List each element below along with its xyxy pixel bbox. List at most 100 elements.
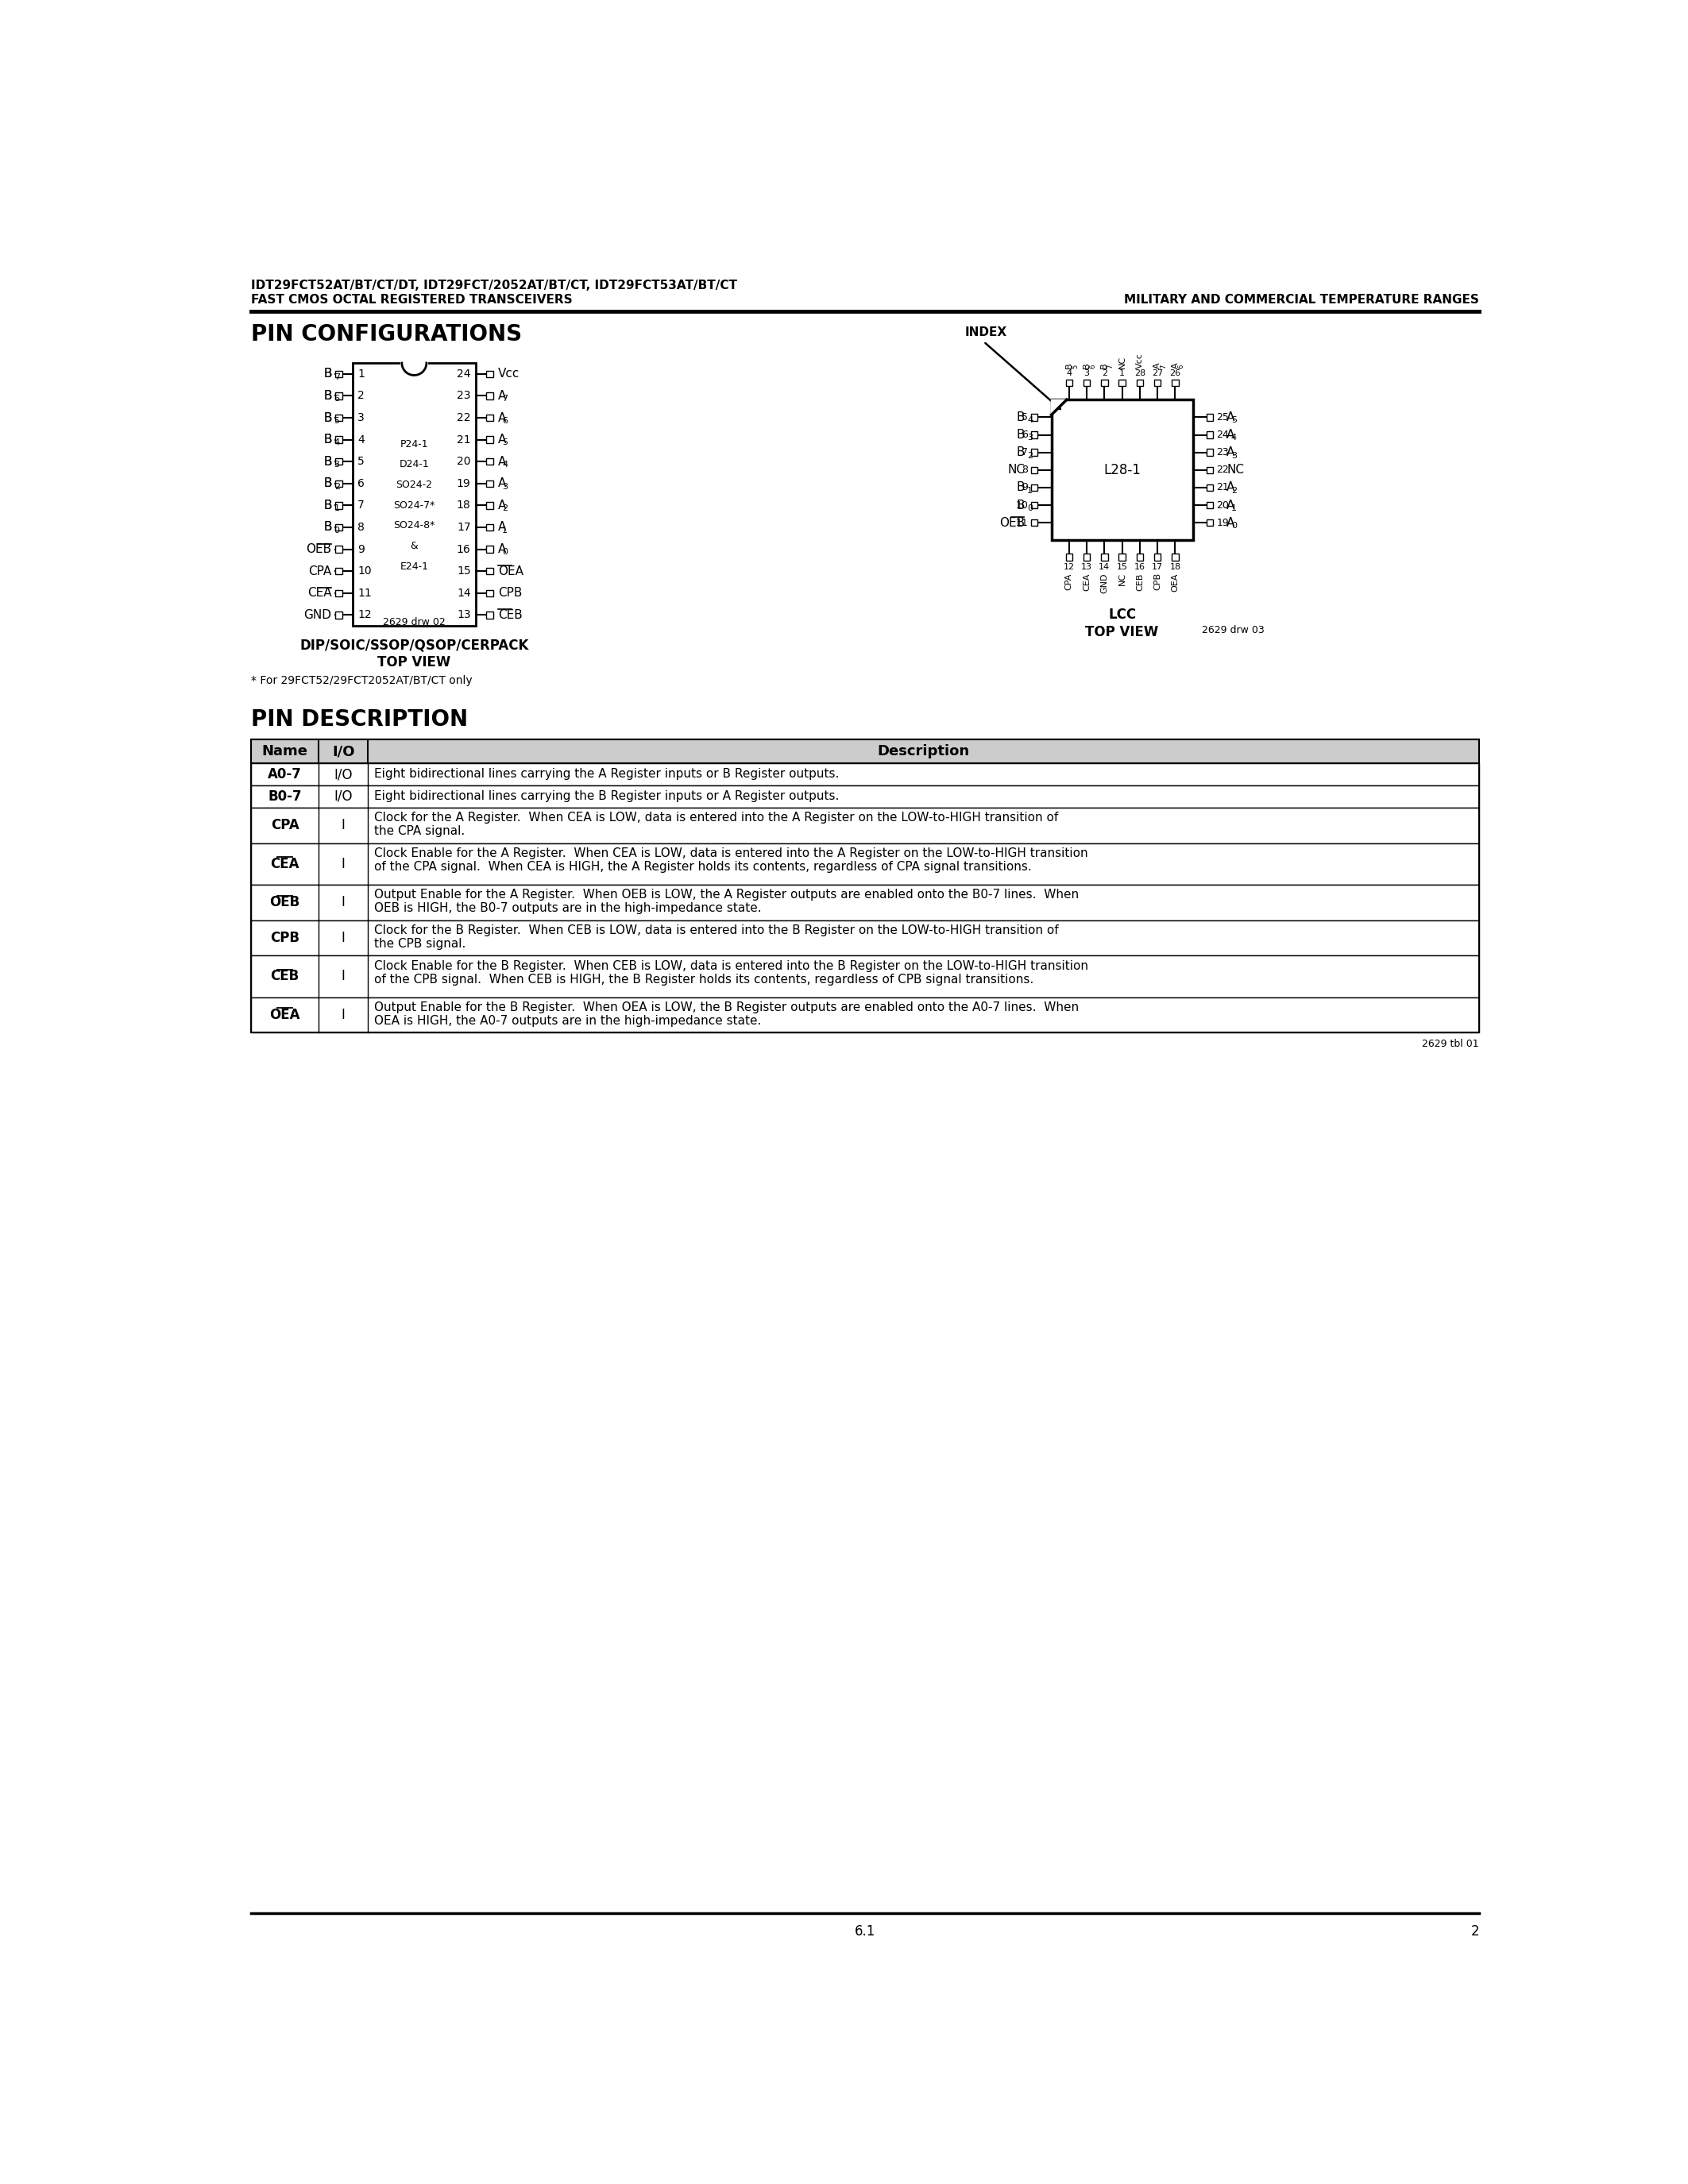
Text: 2: 2 xyxy=(1102,369,1107,378)
Bar xyxy=(1031,485,1038,491)
Text: Name: Name xyxy=(262,745,307,758)
Bar xyxy=(486,371,493,378)
Text: 15: 15 xyxy=(457,566,471,577)
Bar xyxy=(336,415,343,422)
Text: B: B xyxy=(1082,363,1090,369)
Text: 7: 7 xyxy=(1160,365,1166,369)
Bar xyxy=(486,437,493,443)
Text: B: B xyxy=(1065,363,1074,369)
Text: 1: 1 xyxy=(1119,369,1124,378)
Text: A: A xyxy=(498,522,506,533)
Text: of the CPB signal.  When CEB is HIGH, the B Register holds its contents, regardl: of the CPB signal. When CEB is HIGH, the… xyxy=(375,974,1033,985)
Text: A: A xyxy=(1153,363,1161,369)
Text: B: B xyxy=(324,500,331,511)
Text: Description: Description xyxy=(878,745,969,758)
Text: 2: 2 xyxy=(358,391,365,402)
Text: 5: 5 xyxy=(503,439,508,448)
Text: SO24-2: SO24-2 xyxy=(397,480,432,489)
Bar xyxy=(1101,555,1107,561)
Text: CEA: CEA xyxy=(1082,572,1090,590)
Text: A: A xyxy=(1227,411,1236,424)
Bar xyxy=(1084,380,1090,387)
Bar xyxy=(1065,380,1072,387)
Text: A: A xyxy=(498,435,506,446)
Bar xyxy=(1136,555,1143,561)
Text: 6: 6 xyxy=(1089,365,1096,369)
Text: B: B xyxy=(1016,428,1025,441)
Text: 11: 11 xyxy=(358,587,371,598)
Bar xyxy=(1136,380,1143,387)
Text: 5: 5 xyxy=(334,417,339,426)
Text: 6: 6 xyxy=(1021,430,1028,439)
Bar xyxy=(1155,380,1161,387)
Text: 16: 16 xyxy=(457,544,471,555)
Bar xyxy=(1084,555,1090,561)
Text: CPA: CPA xyxy=(270,819,299,832)
Bar xyxy=(1171,555,1178,561)
Bar xyxy=(1031,520,1038,526)
Text: 0: 0 xyxy=(1231,522,1237,531)
Text: 7: 7 xyxy=(1021,448,1028,459)
Text: 1: 1 xyxy=(334,505,339,513)
Text: 22: 22 xyxy=(457,413,471,424)
Text: 7: 7 xyxy=(334,373,339,380)
Text: INDEX: INDEX xyxy=(966,328,1008,339)
Text: A0-7: A0-7 xyxy=(268,767,302,782)
Bar xyxy=(1171,380,1178,387)
Bar xyxy=(486,393,493,400)
Text: CEB: CEB xyxy=(498,609,522,620)
Text: 25: 25 xyxy=(1217,413,1229,422)
Text: OEB: OEB xyxy=(999,518,1025,529)
Bar xyxy=(1031,415,1038,422)
Text: A: A xyxy=(498,456,506,467)
Text: A: A xyxy=(498,500,506,511)
Text: DIP/SOIC/SSOP/QSOP/CERPACK: DIP/SOIC/SSOP/QSOP/CERPACK xyxy=(300,638,528,653)
Text: NC: NC xyxy=(1117,356,1126,369)
Text: 14: 14 xyxy=(457,587,471,598)
Text: 19: 19 xyxy=(457,478,471,489)
Text: B: B xyxy=(324,367,331,380)
Bar xyxy=(486,568,493,574)
Bar xyxy=(486,524,493,531)
Text: 12: 12 xyxy=(358,609,371,620)
Text: Output Enable for the B Register.  When OEA is LOW, the B Register outputs are e: Output Enable for the B Register. When O… xyxy=(375,1002,1079,1013)
Text: Clock for the B Register.  When CEB is LOW, data is entered into the B Register : Clock for the B Register. When CEB is LO… xyxy=(375,924,1058,937)
Bar xyxy=(336,393,343,400)
Text: 5: 5 xyxy=(1021,413,1028,422)
Bar xyxy=(486,612,493,618)
Text: 24: 24 xyxy=(457,369,471,380)
Bar xyxy=(1207,520,1214,526)
Text: A: A xyxy=(1227,518,1236,529)
Text: A: A xyxy=(1227,500,1236,511)
Text: SO24-8*: SO24-8* xyxy=(393,520,436,531)
Text: GND: GND xyxy=(1101,572,1109,594)
Text: PIN DESCRIPTION: PIN DESCRIPTION xyxy=(252,708,468,732)
Text: I: I xyxy=(341,895,346,909)
Text: B: B xyxy=(324,522,331,533)
Text: CEA: CEA xyxy=(270,856,299,871)
Text: 2: 2 xyxy=(334,483,339,491)
Text: 4: 4 xyxy=(358,435,365,446)
Text: 13: 13 xyxy=(457,609,471,620)
Text: the CPA signal.: the CPA signal. xyxy=(375,826,464,836)
Bar xyxy=(1031,467,1038,474)
Text: Vcc: Vcc xyxy=(1136,352,1144,369)
Text: 2629 drw 02: 2629 drw 02 xyxy=(383,616,446,627)
Text: A: A xyxy=(498,478,506,489)
Text: B: B xyxy=(324,391,331,402)
Text: CPA: CPA xyxy=(1065,572,1074,590)
Text: I: I xyxy=(341,930,346,946)
Text: 20: 20 xyxy=(1217,500,1229,511)
Text: A: A xyxy=(498,544,506,555)
Text: I/O: I/O xyxy=(334,788,353,804)
Text: I/O: I/O xyxy=(333,745,354,758)
Bar xyxy=(1207,415,1214,422)
Bar xyxy=(1207,450,1214,456)
Bar xyxy=(252,764,1479,786)
Text: OEA: OEA xyxy=(1171,572,1180,592)
Text: A: A xyxy=(498,391,506,402)
Text: I: I xyxy=(341,1007,346,1022)
Text: 10: 10 xyxy=(358,566,371,577)
Text: Eight bidirectional lines carrying the B Register inputs or A Register outputs.: Eight bidirectional lines carrying the B… xyxy=(375,791,839,802)
Text: &: & xyxy=(410,542,419,550)
